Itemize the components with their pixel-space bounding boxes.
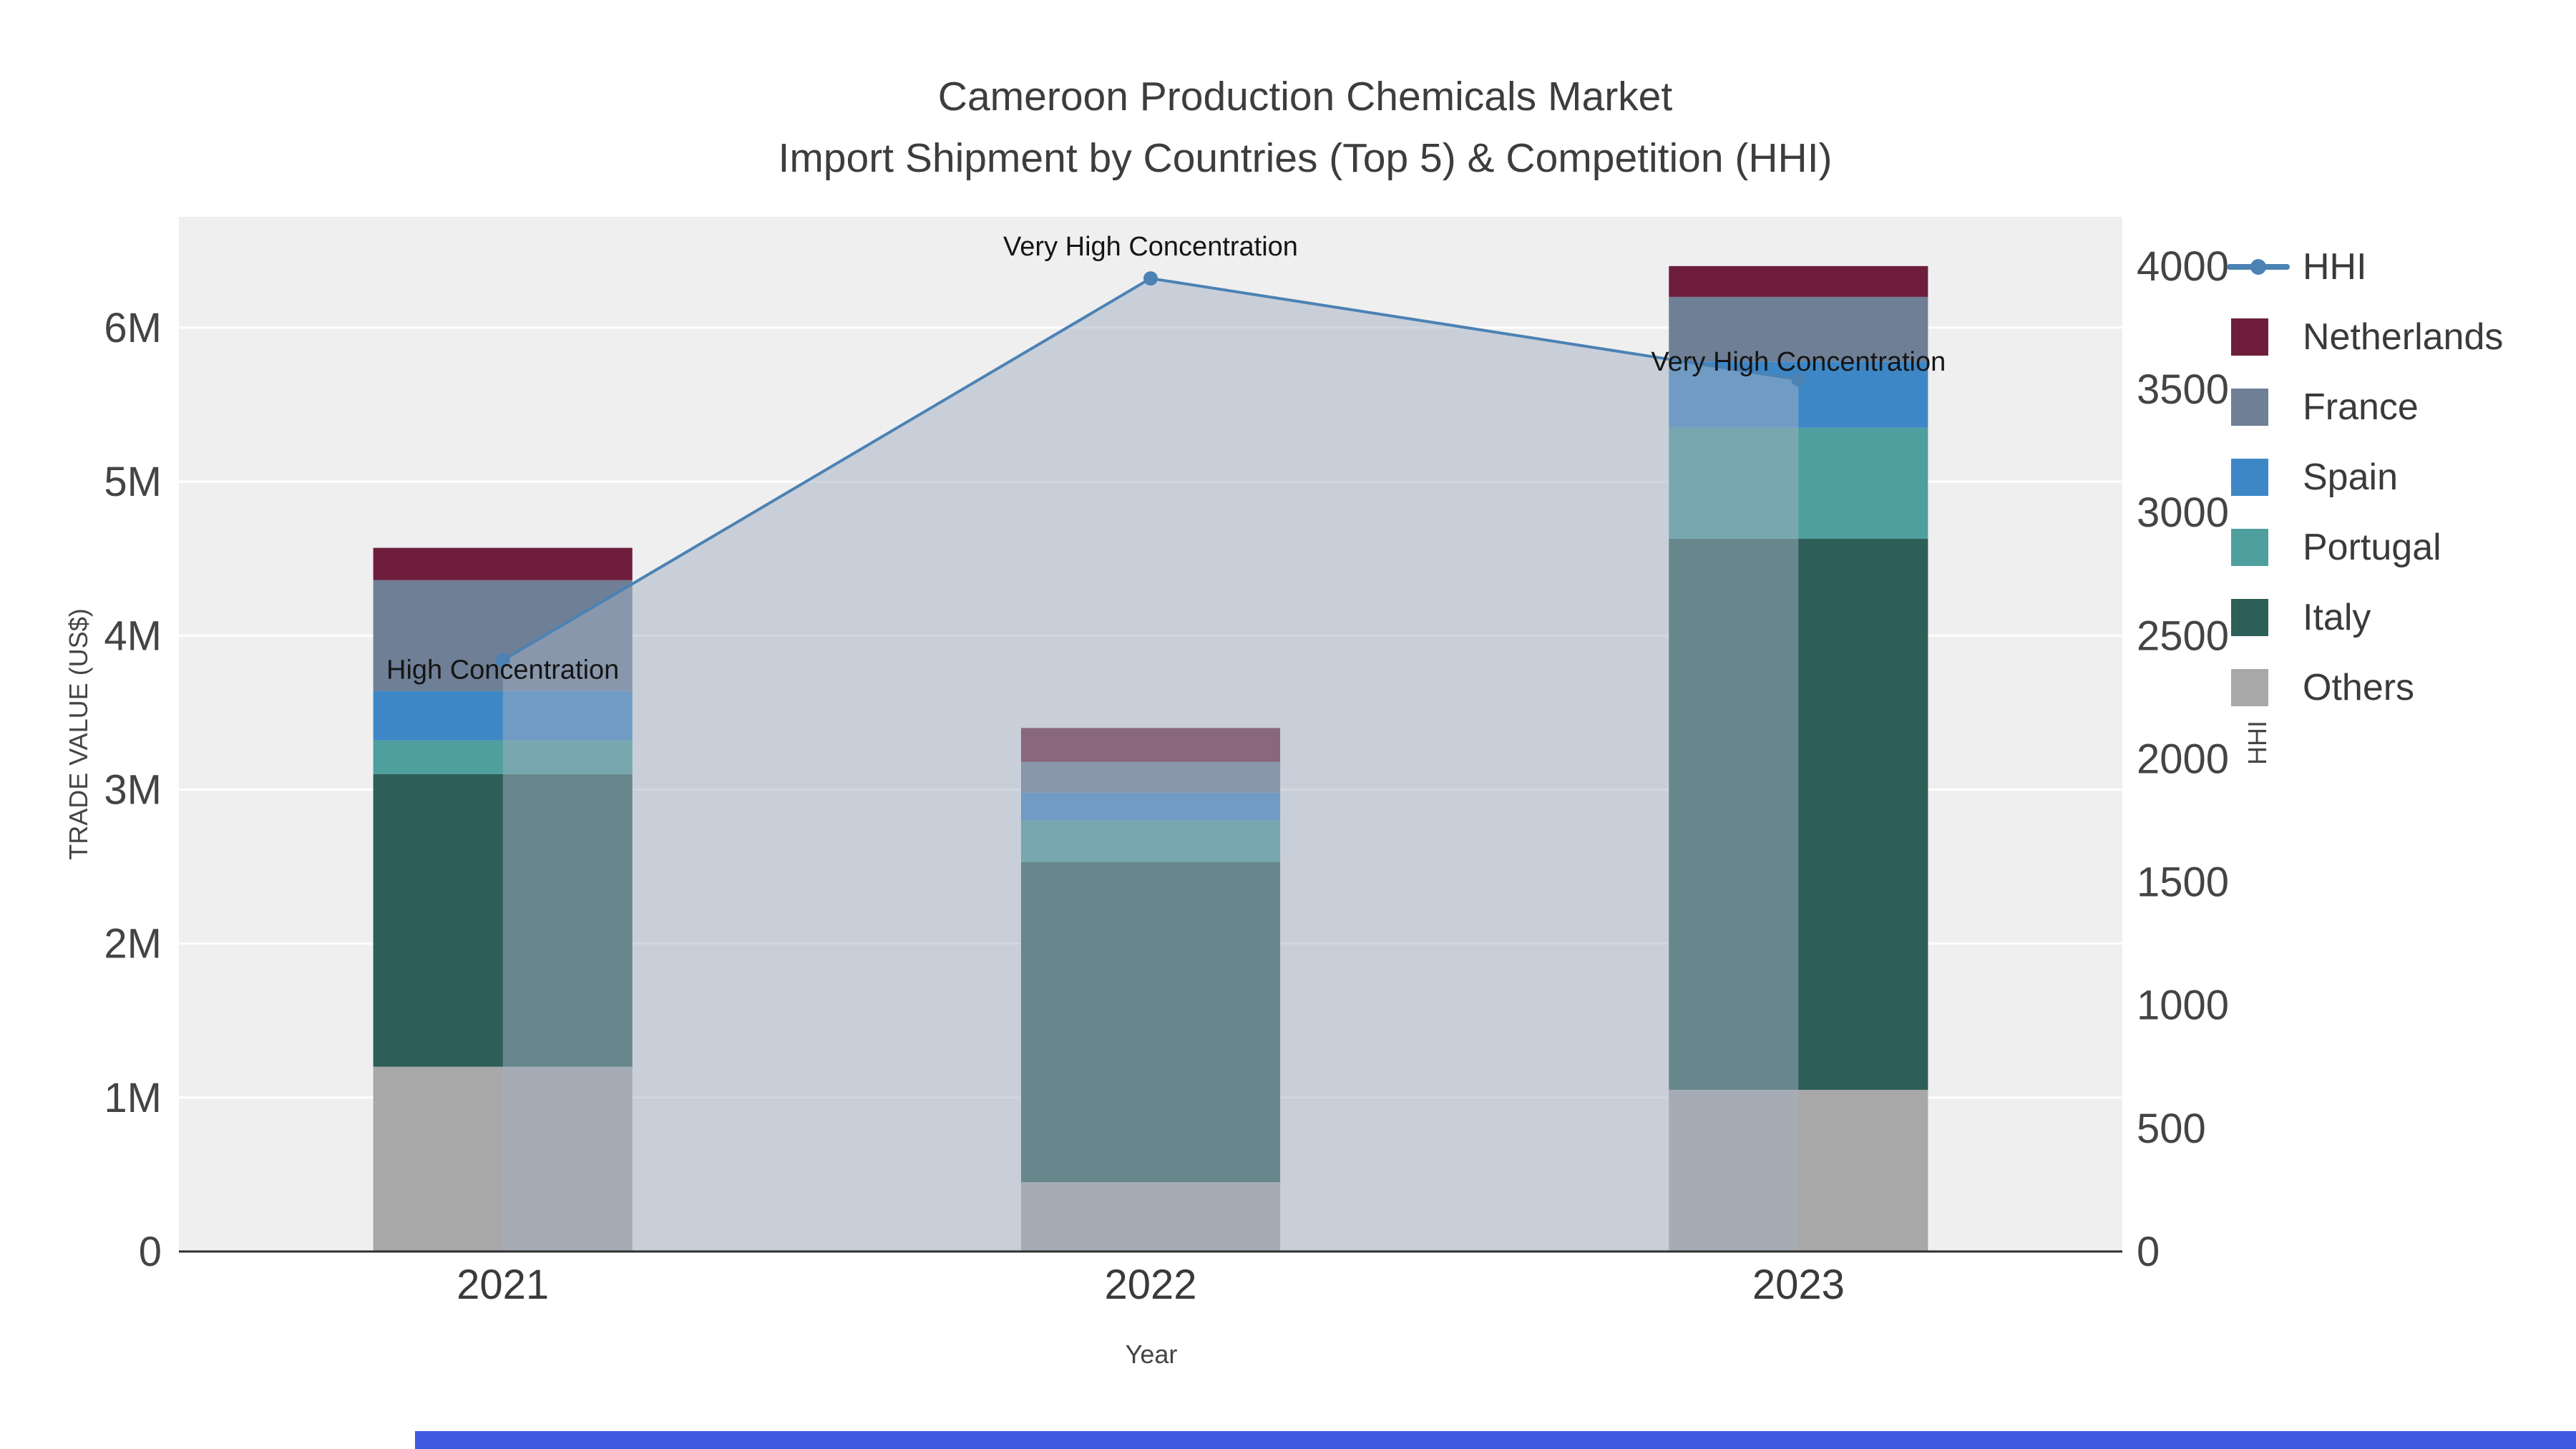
legend-item-others[interactable]: Others <box>2227 653 2503 723</box>
right-tick-label: 500 <box>2137 1106 2206 1152</box>
right-tick-label: 3500 <box>2137 366 2229 413</box>
color-square-icon <box>2231 389 2268 426</box>
color-square-icon <box>2231 669 2268 706</box>
hhi-point-2022[interactable] <box>1143 271 1158 286</box>
annotation-2023: Very High Concentration <box>1651 347 1946 377</box>
color-square-icon <box>2231 529 2268 566</box>
legend-label: Italy <box>2303 597 2371 638</box>
legend-swatch-icon <box>2227 459 2303 496</box>
left-tick-label: 2M <box>104 921 162 967</box>
left-axis-title: TRADE VALUE (US$) <box>64 608 93 860</box>
legend-swatch-icon <box>2227 529 2303 566</box>
bar-netherlands-2021[interactable] <box>373 547 633 580</box>
right-tick-label: 4000 <box>2137 243 2229 290</box>
x-tick-label-2022: 2022 <box>1104 1262 1196 1308</box>
right-tick-label: 1500 <box>2137 859 2229 906</box>
left-tick-label: 5M <box>104 459 162 505</box>
x-axis-title: Year <box>1125 1340 1178 1369</box>
x-tick-label-2021: 2021 <box>457 1262 549 1308</box>
left-tick-label: 0 <box>139 1229 162 1275</box>
chart-title-line1: Cameroon Production Chemicals Market <box>937 74 1673 119</box>
color-square-icon <box>2231 599 2268 636</box>
horizontal-scrollbar[interactable] <box>415 1431 2576 1449</box>
legend-swatch-icon <box>2227 669 2303 706</box>
left-tick-label: 4M <box>104 613 162 659</box>
right-tick-label: 2000 <box>2137 736 2229 782</box>
right-tick-label: 1000 <box>2137 982 2229 1029</box>
bar-netherlands-2023[interactable] <box>1669 265 1928 297</box>
legend-item-portugal[interactable]: Portugal <box>2227 512 2503 582</box>
legend-label: Spain <box>2303 457 2398 498</box>
left-tick-label: 3M <box>104 766 162 813</box>
legend-swatch-icon <box>2227 389 2303 426</box>
right-tick-label: 2500 <box>2137 613 2229 659</box>
legend-item-italy[interactable]: Italy <box>2227 582 2503 653</box>
bar-france-2023[interactable] <box>1669 296 1928 362</box>
right-tick-label: 3000 <box>2137 489 2229 536</box>
legend-item-france[interactable]: France <box>2227 372 2503 442</box>
legend-item-netherlands[interactable]: Netherlands <box>2227 302 2503 372</box>
hhi-line-icon <box>2227 259 2303 275</box>
color-square-icon <box>2231 459 2268 496</box>
hhi-area-fill <box>502 278 1799 1252</box>
hhi-point-2023[interactable] <box>1791 372 1806 387</box>
chart-title: Cameroon Production Chemicals Market Imp… <box>778 66 1832 189</box>
hhi-point-2021[interactable] <box>495 653 510 668</box>
legend-label: Others <box>2303 667 2415 708</box>
annotation-2021: High Concentration <box>386 655 619 686</box>
legend-label: France <box>2303 386 2419 428</box>
legend-item-hhi[interactable]: HHI <box>2227 232 2503 302</box>
right-tick-label: 0 <box>2137 1229 2160 1275</box>
annotation-2022: Very High Concentration <box>1003 232 1298 262</box>
right-axis-title: HHI <box>2243 721 2272 765</box>
legend-swatch-icon <box>2227 318 2303 356</box>
legend-label: Netherlands <box>2303 316 2504 358</box>
legend-label: HHI <box>2303 246 2367 288</box>
legend-item-spain[interactable]: Spain <box>2227 442 2503 512</box>
legend: HHI Netherlands France Spain Portugal Italy Ot… <box>2227 232 2503 723</box>
line-marker-icon <box>2227 259 2290 275</box>
chart-title-line2: Import Shipment by Countries (Top 5) & C… <box>778 135 1833 181</box>
left-tick-label: 6M <box>104 305 162 351</box>
left-tick-label: 1M <box>104 1075 162 1121</box>
x-tick-label-2023: 2023 <box>1752 1262 1845 1308</box>
legend-label: Portugal <box>2303 527 2441 568</box>
legend-swatch-icon <box>2227 599 2303 636</box>
color-square-icon <box>2231 318 2268 356</box>
